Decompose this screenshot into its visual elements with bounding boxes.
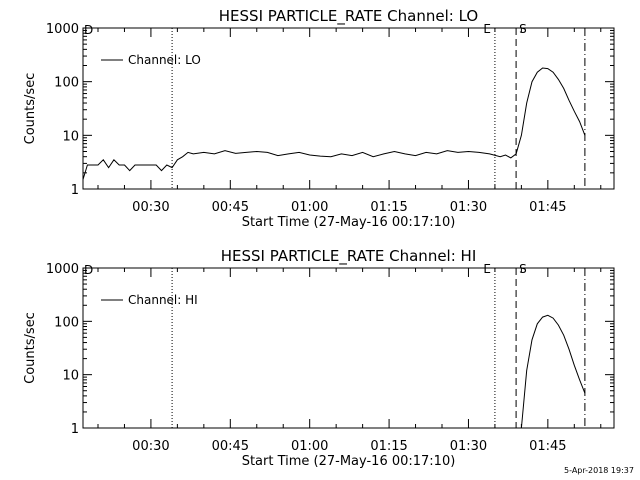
x-tick-label: 00:45 xyxy=(212,200,249,215)
y-axis-label: Counts/sec xyxy=(23,73,38,145)
legend-label: Channel: LO xyxy=(128,53,201,67)
plot-frame xyxy=(82,267,615,429)
x-tick-label: 00:30 xyxy=(132,439,169,454)
event-marker-label: S xyxy=(519,22,527,36)
x-tick-label: 01:00 xyxy=(291,200,328,215)
panel-hi: HESSI PARTICLE_RATE Channel: HI Start Tim… xyxy=(23,247,615,469)
y-tick-label: 100 xyxy=(54,76,79,91)
y-tick-label: 10 xyxy=(62,369,79,384)
x-tick-label: 00:45 xyxy=(212,439,249,454)
chart-title: HESSI PARTICLE_RATE Channel: HI xyxy=(221,247,477,266)
x-tick-label: 01:45 xyxy=(529,200,566,215)
x-axis-label: Start Time (27-May-16 00:17:10) xyxy=(242,215,456,230)
y-tick-label: 1 xyxy=(71,422,79,437)
x-tick-label: 01:00 xyxy=(291,439,328,454)
series-line-channel-hi xyxy=(520,314,586,429)
y-tick-label: 1000 xyxy=(46,262,79,277)
y-tick-label: 1000 xyxy=(46,22,79,37)
x-tick-label: 00:30 xyxy=(132,200,169,215)
y-tick-label: 10 xyxy=(62,129,79,144)
legend-label: Channel: HI xyxy=(128,293,198,307)
y-tick-label: 100 xyxy=(54,315,79,330)
x-axis-label: Start Time (27-May-16 00:17:10) xyxy=(242,454,456,469)
corner-label: D xyxy=(84,263,93,277)
event-marker-label: E xyxy=(483,22,491,36)
x-tick-label: 01:30 xyxy=(450,200,487,215)
event-marker-label: E xyxy=(483,262,491,276)
event-marker-label: S xyxy=(519,262,527,276)
plot-frame xyxy=(82,27,615,190)
corner-label: D xyxy=(84,23,93,37)
x-tick-label: 01:15 xyxy=(370,439,407,454)
panel-lo: HESSI PARTICLE_RATE Channel: LO Start Tim… xyxy=(23,7,615,230)
x-tick-label: 01:45 xyxy=(529,439,566,454)
series-line-channel-lo xyxy=(82,67,586,180)
y-axis-label: Counts/sec xyxy=(23,312,38,384)
timestamp-label: 5-Apr-2018 19:37 xyxy=(564,466,634,475)
y-tick-label: 1 xyxy=(71,183,79,198)
chart-title: HESSI PARTICLE_RATE Channel: LO xyxy=(219,7,478,26)
x-tick-label: 01:15 xyxy=(370,200,407,215)
x-tick-label: 01:30 xyxy=(450,439,487,454)
